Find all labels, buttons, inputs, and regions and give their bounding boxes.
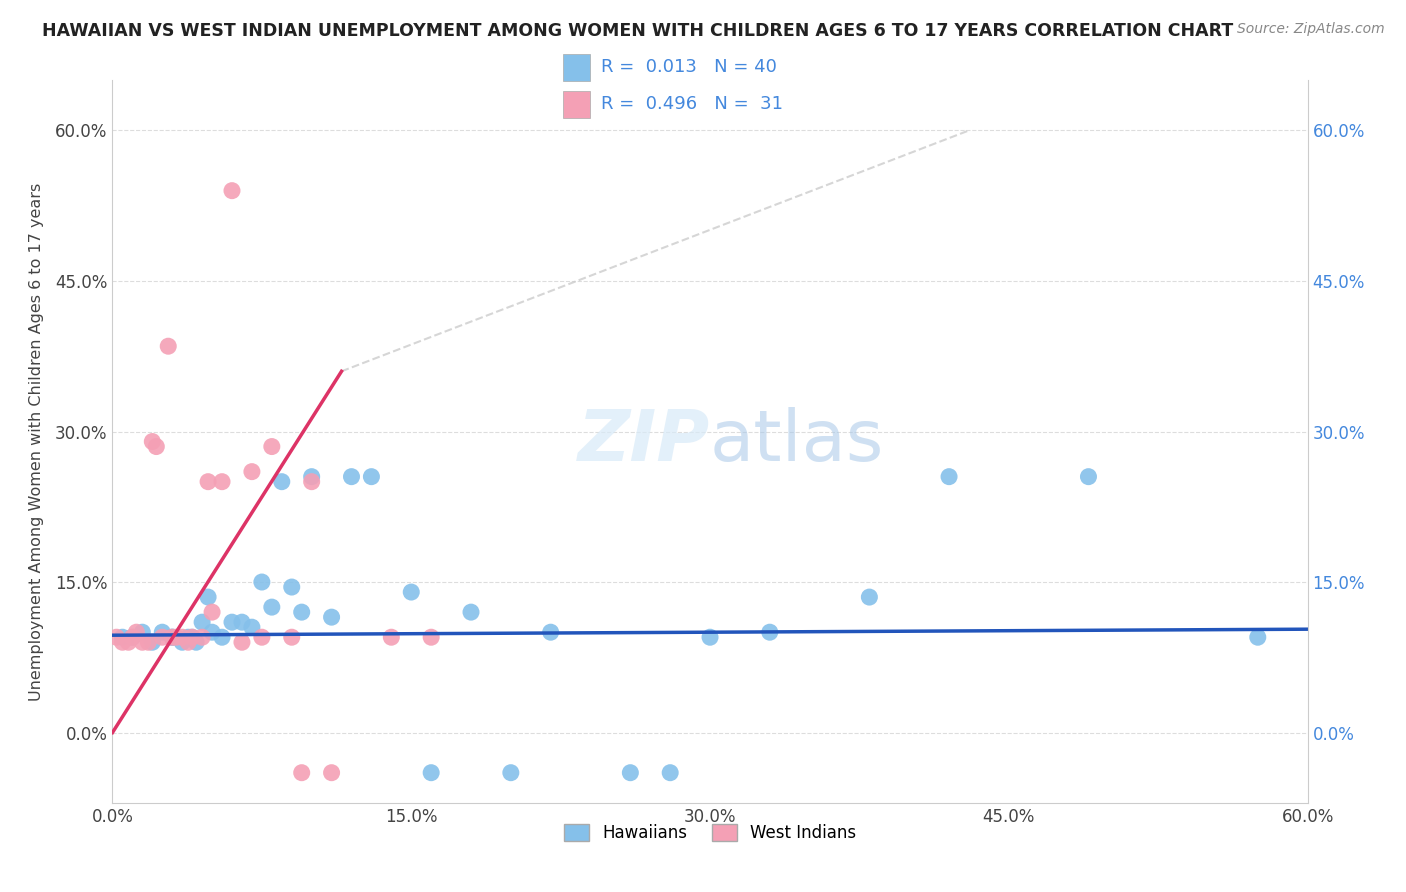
Point	[291, 605, 314, 619]
Point	[360, 469, 382, 483]
Point	[145, 440, 167, 454]
Point	[117, 635, 139, 649]
Point	[659, 765, 682, 780]
Point	[201, 625, 224, 640]
Bar	[564, 91, 591, 119]
Point	[201, 605, 224, 619]
Point	[250, 630, 273, 644]
Point	[177, 635, 200, 649]
Point	[141, 434, 163, 449]
Point	[231, 635, 253, 649]
Point	[197, 590, 219, 604]
Legend: Hawaiians, West Indians: Hawaiians, West Indians	[557, 817, 863, 848]
Text: HAWAIIAN VS WEST INDIAN UNEMPLOYMENT AMONG WOMEN WITH CHILDREN AGES 6 TO 17 YEAR: HAWAIIAN VS WEST INDIAN UNEMPLOYMENT AMO…	[42, 22, 1233, 40]
Point	[1247, 630, 1270, 644]
Point	[172, 630, 194, 644]
Point	[138, 635, 160, 649]
Point	[260, 600, 283, 615]
Point	[162, 630, 183, 644]
Point	[191, 615, 214, 630]
Point	[420, 630, 443, 644]
Point	[270, 475, 292, 489]
Text: ZIP: ZIP	[578, 407, 710, 476]
Point	[1077, 469, 1099, 483]
Point	[121, 630, 143, 644]
Text: R =  0.013   N = 40: R = 0.013 N = 40	[600, 58, 776, 76]
Point	[221, 184, 243, 198]
Text: Source: ZipAtlas.com: Source: ZipAtlas.com	[1237, 22, 1385, 37]
Point	[111, 630, 134, 644]
Point	[401, 585, 423, 599]
Point	[321, 610, 343, 624]
Point	[231, 615, 253, 630]
Point	[181, 630, 204, 644]
Point	[699, 630, 721, 644]
Point	[191, 630, 214, 644]
Point	[759, 625, 782, 640]
Point	[340, 469, 363, 483]
Point	[165, 630, 187, 644]
Point	[301, 469, 323, 483]
Point	[221, 615, 243, 630]
Point	[162, 630, 183, 644]
Point	[157, 339, 180, 353]
Point	[858, 590, 880, 604]
Point	[420, 765, 443, 780]
Point	[938, 469, 960, 483]
Point	[260, 440, 283, 454]
Point	[460, 605, 482, 619]
Point	[125, 625, 148, 640]
Point	[291, 765, 314, 780]
Point	[131, 625, 153, 640]
Point	[181, 630, 204, 644]
Point	[105, 630, 128, 644]
Point	[121, 630, 143, 644]
Point	[172, 635, 194, 649]
Point	[186, 635, 208, 649]
Point	[197, 475, 219, 489]
Point	[240, 465, 263, 479]
Point	[111, 635, 134, 649]
Point	[540, 625, 562, 640]
Point	[250, 574, 273, 589]
Point	[162, 630, 183, 644]
Point	[150, 630, 173, 644]
Y-axis label: Unemployment Among Women with Children Ages 6 to 17 years: Unemployment Among Women with Children A…	[30, 183, 44, 700]
Point	[141, 635, 163, 649]
Point	[619, 765, 641, 780]
Text: atlas: atlas	[710, 407, 884, 476]
Point	[240, 620, 263, 634]
Point	[131, 635, 153, 649]
Point	[150, 625, 173, 640]
Bar	[564, 54, 591, 81]
Point	[321, 765, 343, 780]
Text: R =  0.496   N =  31: R = 0.496 N = 31	[600, 95, 783, 113]
Point	[499, 765, 522, 780]
Point	[281, 630, 304, 644]
Point	[301, 475, 323, 489]
Point	[380, 630, 402, 644]
Point	[211, 630, 233, 644]
Point	[211, 475, 233, 489]
Point	[281, 580, 304, 594]
Point	[177, 630, 200, 644]
